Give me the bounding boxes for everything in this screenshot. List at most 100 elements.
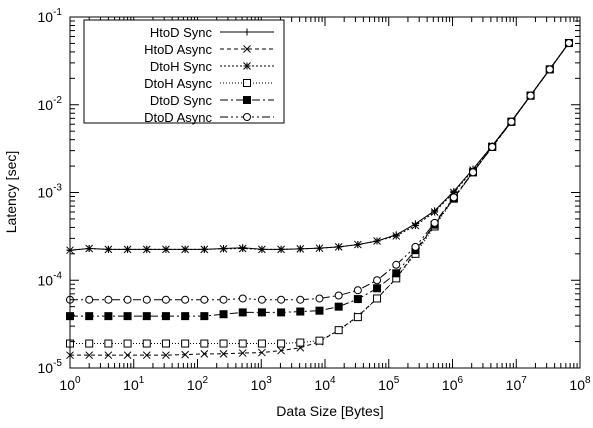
y-axis-label: Latency [sec] — [3, 151, 19, 234]
data-point — [258, 245, 266, 254]
data-point — [142, 245, 151, 254]
data-point — [104, 312, 113, 321]
x-tick-label: 100 — [59, 375, 81, 393]
data-point — [200, 312, 209, 321]
data-point — [296, 295, 305, 304]
data-point — [181, 295, 190, 304]
data-point — [238, 294, 247, 303]
data-point — [373, 284, 382, 293]
y-tick-label: 10-2 — [38, 95, 63, 113]
data-point — [238, 308, 247, 317]
data-point — [296, 338, 305, 347]
data-point — [85, 312, 94, 321]
data-point — [200, 295, 209, 304]
data-point — [243, 62, 251, 70]
data-point — [238, 349, 247, 357]
data-point — [334, 243, 343, 251]
data-point — [334, 326, 343, 335]
y-tick-label: 10-1 — [38, 7, 63, 25]
legend-box — [83, 19, 285, 124]
data-point — [181, 245, 189, 254]
data-point — [123, 339, 132, 348]
data-point — [277, 295, 286, 304]
data-point — [243, 113, 251, 121]
data-point — [334, 302, 343, 311]
data-point — [161, 339, 170, 348]
x-tick-label: 105 — [378, 375, 400, 393]
data-point — [353, 313, 362, 322]
data-point — [353, 286, 362, 295]
data-point — [162, 351, 170, 360]
data-point — [219, 349, 228, 358]
data-point — [257, 339, 266, 348]
y-tick-label: 10-3 — [38, 183, 63, 201]
data-point — [257, 295, 266, 304]
x-tick-label: 104 — [314, 375, 336, 393]
data-point — [353, 295, 362, 304]
data-point — [142, 339, 151, 348]
x-tick-label: 108 — [569, 375, 591, 393]
data-point — [469, 168, 478, 177]
data-point — [243, 79, 251, 87]
series-line — [70, 42, 570, 317]
data-point — [104, 339, 113, 348]
data-point — [162, 245, 170, 254]
data-point — [257, 308, 266, 317]
data-point — [104, 295, 113, 304]
legend: HtoD Sync HtoD Async DtoH Sync DtoH Async Dt… — [83, 19, 285, 125]
data-point — [545, 65, 554, 74]
data-point — [411, 221, 420, 230]
legend-label: DtoH Async — [144, 76, 212, 91]
data-point — [219, 339, 228, 348]
data-point — [277, 308, 286, 317]
data-point — [526, 91, 535, 100]
data-point — [123, 351, 132, 360]
data-point — [219, 310, 228, 319]
data-point — [142, 351, 151, 360]
x-tick-label: 103 — [251, 375, 273, 393]
data-point — [411, 242, 420, 251]
data-point — [104, 245, 113, 254]
data-point — [161, 312, 170, 321]
data-point — [85, 339, 94, 348]
legend-label: HtoD Sync — [150, 25, 213, 40]
data-point — [315, 294, 324, 303]
data-point — [142, 312, 151, 321]
data-point — [277, 346, 285, 355]
data-point — [142, 295, 151, 304]
x-tick-label: 106 — [442, 375, 464, 393]
x-tick-label: 107 — [506, 375, 528, 393]
data-point — [243, 96, 251, 104]
data-point — [219, 295, 228, 304]
data-point — [200, 245, 209, 254]
data-point — [392, 232, 401, 240]
x-axis-label: Data Size [Bytes] — [276, 403, 383, 419]
legend-label: DtoH Sync — [150, 59, 213, 74]
data-point — [373, 237, 381, 245]
data-point — [123, 312, 132, 321]
data-point — [296, 307, 305, 316]
y-tick-label: 10-4 — [38, 270, 63, 288]
data-point — [296, 244, 305, 253]
data-point — [181, 350, 189, 359]
x-tick-label: 102 — [187, 375, 209, 393]
legend-label: DtoD Sync — [150, 93, 213, 108]
data-point — [123, 295, 132, 304]
data-point — [315, 336, 324, 345]
data-point — [238, 339, 247, 348]
series-layer — [66, 38, 573, 360]
data-point — [488, 143, 497, 152]
data-point — [85, 351, 94, 360]
data-point — [334, 291, 343, 300]
data-point — [507, 117, 516, 126]
data-point — [161, 295, 170, 304]
data-point — [243, 45, 251, 53]
data-point — [85, 244, 94, 253]
data-point — [104, 351, 113, 360]
data-point — [373, 294, 382, 303]
data-point — [85, 295, 94, 304]
data-point — [181, 339, 190, 348]
data-point — [219, 244, 228, 253]
data-point — [430, 208, 439, 216]
